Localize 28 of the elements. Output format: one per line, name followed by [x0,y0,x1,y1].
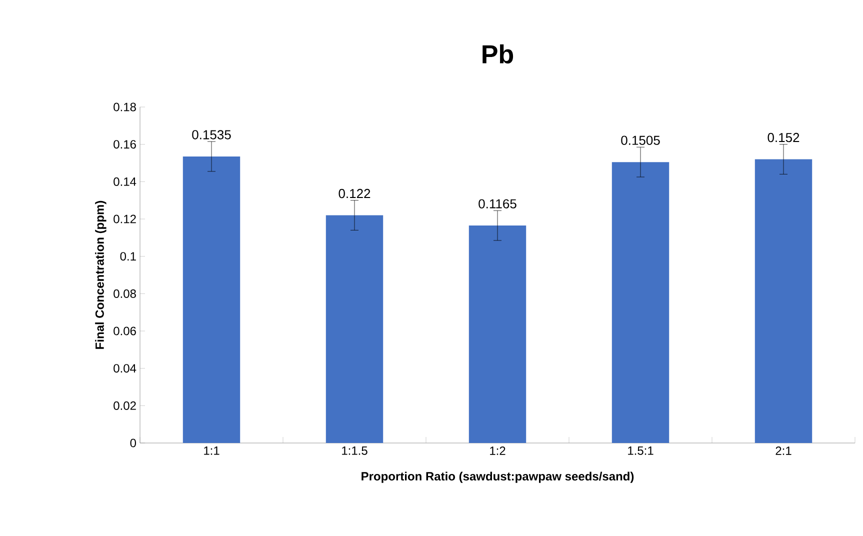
x-tick-label: 1:2 [490,446,506,455]
y-tick-label: 0.04 [114,364,136,373]
y-tick-label: 0.06 [114,326,136,336]
y-tick-label: 0.1 [120,252,136,261]
y-axis-title: Final Concentration (ppm) [95,200,106,349]
chart-title: Pb [482,44,514,64]
y-tick-label: 0.02 [114,401,136,410]
bar [612,162,670,443]
y-tick-label: 0.16 [114,140,136,149]
data-label: 0.122 [338,188,370,198]
y-tick-label: 0.18 [114,102,136,112]
bar [326,215,384,443]
data-label: 0.1535 [192,130,231,140]
x-tick-label: 2:1 [776,446,792,455]
x-axis-title: Proportion Ratio (sawdust:pawpaw seeds/sand) [362,472,634,483]
data-label: 0.1165 [478,199,516,208]
x-tick-label: 1:1 [204,446,220,455]
x-tick-label: 1.5:1 [628,446,654,455]
y-tick-label: 0.08 [114,289,136,298]
bar [182,156,240,443]
y-tick-label: 0.14 [114,177,136,186]
y-tick-label: 0 [130,438,136,448]
x-tick-label: 1:1.5 [342,446,368,455]
bar [468,226,526,443]
y-tick-label: 0.12 [114,214,136,224]
data-label: 0.152 [768,132,800,142]
data-label: 0.1505 [621,136,660,145]
bar [754,159,812,443]
